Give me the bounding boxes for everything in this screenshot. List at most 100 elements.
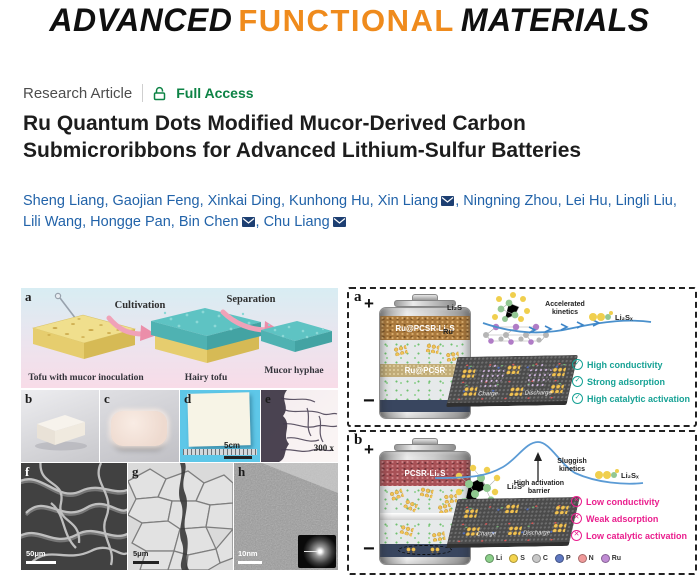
- positive-terminal: +: [364, 294, 374, 313]
- gold-deposit: [406, 547, 416, 553]
- point-label: Strong adsorption: [587, 376, 665, 387]
- author-link[interactable]: Xinkai Ding: [207, 193, 281, 209]
- li2sx-cluster-a: [589, 311, 613, 321]
- legend-item: S: [509, 554, 525, 563]
- negative-terminal: −: [363, 538, 375, 560]
- legend-label: C: [542, 555, 548, 562]
- panel-label-a: a: [25, 289, 32, 304]
- author-link[interactable]: Kunhong Hu: [289, 193, 370, 209]
- legend-label: S: [520, 555, 525, 562]
- article-title: Ru Quantum Dots Modified Mucor-Derived C…: [23, 112, 582, 162]
- panel-b-pcsr-cell: b + − PCSR-Li₂S: [347, 430, 697, 575]
- legend-item: N: [577, 554, 594, 563]
- author-link[interactable]: Bin Chen: [178, 214, 239, 230]
- graphene-sheet-a: Charge Discharge: [445, 354, 579, 408]
- activation-barrier-curve: [434, 441, 644, 485]
- drawback-item: ✕ Weak adsorption: [571, 513, 687, 524]
- logo-functional: FUNCTIONAL: [238, 3, 455, 38]
- positive-terminal: +: [364, 440, 374, 459]
- drawback-item: ✕ Low catalytic activation: [571, 530, 687, 541]
- gold-cluster: [505, 364, 521, 375]
- kinetics-label-b: Sluggish kinetics: [557, 458, 587, 473]
- drawback-item: ✕ Low conductivity: [571, 496, 687, 507]
- cross-circle-icon: ✕: [571, 513, 582, 524]
- panel-label-b: b: [25, 391, 33, 406]
- panel-a-schematic: a: [21, 288, 338, 388]
- legend-item: C: [531, 554, 548, 563]
- author-separator: ,: [672, 193, 677, 209]
- charge-label-a: Charge: [477, 391, 499, 398]
- check-circle-icon: ✓: [572, 359, 583, 370]
- scalebar-label-g: 5μm: [133, 549, 149, 558]
- author-link[interactable]: Hongge Pan: [90, 214, 171, 230]
- point-label: Weak adsorption: [586, 513, 659, 524]
- email-icon[interactable]: [241, 217, 255, 227]
- scalebar-label-f: 50μm: [26, 549, 46, 558]
- tofu-process-illustration: [31, 292, 332, 363]
- caption-tofu: Tofu with mucor inoculation: [28, 373, 144, 383]
- panel-g-tem: g 5μm: [128, 463, 233, 570]
- author-link[interactable]: Xin Liang: [377, 193, 439, 209]
- discharge-label-b: Discharge: [522, 530, 551, 537]
- author-link[interactable]: Lei Hu: [565, 193, 608, 209]
- email-icon[interactable]: [441, 196, 455, 206]
- panel-label-h: h: [238, 464, 246, 479]
- polysulfide-cluster: [399, 524, 414, 537]
- benefit-item: ✓ High catalytic activation: [572, 393, 690, 404]
- product-label-a: Li₂Sₓ: [615, 313, 633, 322]
- author-link[interactable]: Gaojian Feng: [112, 193, 200, 209]
- legend-item: Li: [485, 554, 502, 563]
- benefit-item: ✓ Strong adsorption: [572, 376, 690, 387]
- legend-label: P: [565, 555, 571, 562]
- atom-dot: [600, 554, 610, 563]
- cathode-label: Ru@PCSR-Li₂S: [395, 324, 455, 333]
- mucor-sheet: [187, 392, 251, 447]
- magnification-label: 300 x: [313, 443, 334, 453]
- hairy-tofu-block: [111, 411, 167, 446]
- scalebar-f: [26, 561, 56, 564]
- author-separator: ,: [557, 193, 566, 209]
- email-icon[interactable]: [332, 217, 346, 227]
- hyphae-micrograph: [261, 390, 338, 462]
- open-lock-icon: [153, 86, 166, 100]
- barrier-label: High activation barrier: [513, 480, 565, 495]
- check-circle-icon: ✓: [572, 376, 583, 387]
- panel-e-micrograph: e 300 x: [261, 390, 338, 462]
- negative-terminal: −: [363, 390, 375, 412]
- author-separator: ,: [607, 193, 616, 209]
- panel-label-e: e: [265, 391, 271, 406]
- panel-label-f: f: [25, 464, 30, 479]
- legend-label: Li: [496, 555, 503, 562]
- author-link[interactable]: Lingli Liu: [615, 193, 673, 209]
- author-link[interactable]: Lili Wang: [23, 214, 83, 230]
- hrtem-image: [234, 463, 338, 570]
- benefits-list: ✓ High conductivity ✓ Strong adsorption ✓ Hig…: [572, 359, 690, 410]
- article-type-label: Research Article: [23, 84, 133, 102]
- gold-cluster: [553, 505, 570, 515]
- ruler: [183, 449, 257, 455]
- battery-ru-pcsr: Ru@PCSR-Li₂S Ru@PCSR: [379, 294, 471, 419]
- journal-logo[interactable]: ADVANCED FUNCTIONAL MATERIALS: [0, 2, 699, 39]
- scalebar-d: [224, 456, 252, 459]
- author-separator: ,: [369, 193, 378, 209]
- article-meta: Research Article Full Access: [23, 84, 254, 102]
- panel-label-c: c: [104, 391, 110, 406]
- li2s-label-a: Li₂S: [447, 303, 462, 312]
- figure-right[interactable]: a + − Ru@PCSR-Li₂S Ru@PC: [346, 285, 699, 576]
- panel-label-right-a: a: [354, 289, 362, 305]
- figure-left[interactable]: a: [21, 288, 338, 570]
- polysulfide-cluster: [431, 530, 446, 543]
- author-link[interactable]: Sheng Liang: [23, 193, 105, 209]
- scalebar-label-h: 10nm: [238, 549, 258, 558]
- panel-h-hrtem: h 10nm: [234, 463, 338, 570]
- author-link[interactable]: Chu Liang: [263, 214, 330, 230]
- author-link[interactable]: Ningning Zhou: [463, 193, 558, 209]
- step2-label: Separation: [226, 294, 276, 305]
- author-separator: ,: [170, 214, 179, 230]
- gold-deposit: [430, 547, 440, 553]
- sem-image: [21, 463, 127, 566]
- logo-advanced: ADVANCED: [49, 2, 233, 38]
- kinetics-label-a: Accelerated kinetics: [545, 301, 585, 316]
- ru-li2s-molecule: [483, 292, 549, 345]
- li2s-crystal: [477, 363, 507, 389]
